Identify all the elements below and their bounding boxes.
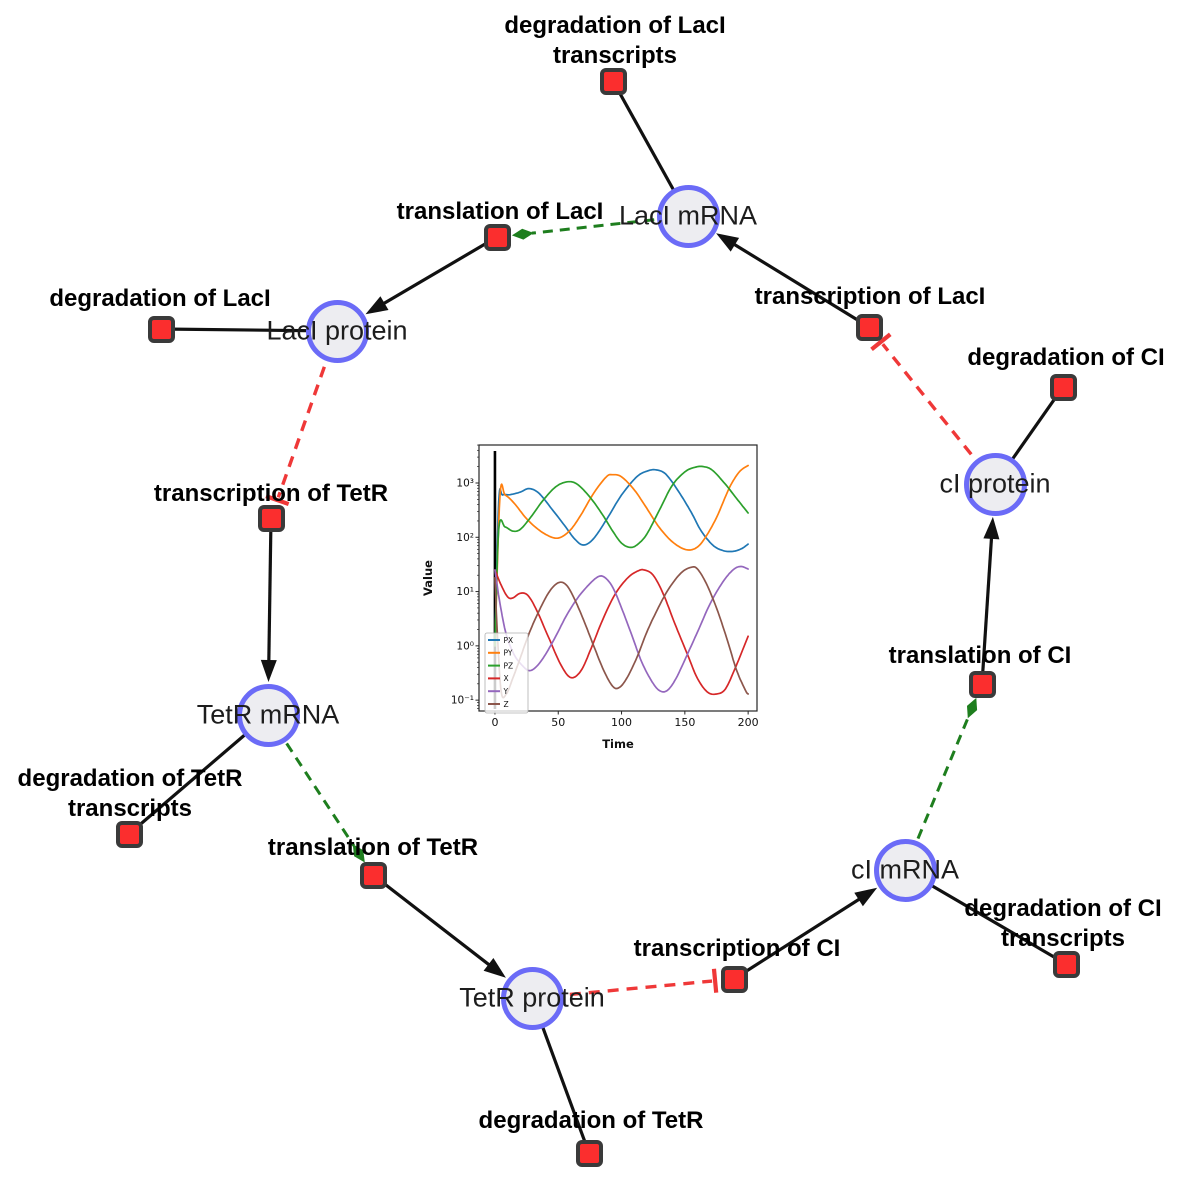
reaction-node-deg-laci-transcripts[interactable] — [599, 67, 627, 95]
legend-label-PX: PX — [504, 636, 514, 645]
arrowhead-icon — [854, 887, 878, 907]
edge-production-translation-laci-to-laci-protein — [365, 235, 498, 315]
species-node-laci-protein[interactable] — [305, 299, 369, 363]
reaction-node-transcription-tetr[interactable] — [257, 504, 285, 532]
diamond-arrowhead-icon — [352, 844, 365, 863]
legend-label-PZ: PZ — [504, 661, 514, 670]
species-node-tetr-protein[interactable] — [500, 966, 564, 1030]
arrowhead-icon — [483, 958, 506, 978]
reaction-node-transcription-laci[interactable] — [855, 313, 883, 341]
arrowhead-icon — [716, 233, 740, 252]
edge-production-translation-tetr-to-tetr-protein — [372, 873, 506, 978]
y-tick-label: 10³ — [456, 478, 474, 490]
x-axis-label: Time — [602, 737, 634, 751]
edge-modifier-ci-mrna-to-translation-ci — [903, 697, 978, 871]
reaction-node-deg-tetr[interactable] — [575, 1139, 603, 1167]
diamond-arrowhead-icon — [511, 228, 534, 240]
species-node-ci-protein[interactable] — [963, 452, 1027, 516]
arrowhead-icon — [260, 659, 277, 682]
edge-inhibition-tetr-protein-to-transcription-ci — [531, 968, 719, 1000]
reaction-node-translation-laci[interactable] — [483, 223, 511, 251]
series-line-PX — [494, 468, 749, 647]
reaction-node-deg-ci[interactable] — [1049, 373, 1077, 401]
series-line-X — [494, 568, 749, 696]
legend-label-Z: Z — [504, 700, 509, 709]
reaction-node-transcription-ci[interactable] — [720, 965, 748, 993]
reaction-node-translation-tetr[interactable] — [359, 861, 387, 889]
inset-timeseries-chart: 10⁻¹ 10⁰ 10¹ 10² 10³ 0 50 100 150 200 Time Value PX P… — [418, 426, 778, 771]
y-axis-label: Value — [421, 560, 435, 596]
edge-production-transcription-laci-to-laci-mrna — [716, 233, 870, 329]
edge-production-translation-ci-to-ci-protein — [980, 516, 1000, 685]
arrowhead-icon — [365, 296, 389, 315]
series-line-Z — [494, 565, 749, 699]
y-tick-label: 10¹ — [456, 586, 474, 598]
x-tick-label: 200 — [738, 716, 759, 729]
y-tick-label: 10² — [456, 532, 474, 544]
inhibition-tbar-icon — [870, 332, 892, 351]
diamond-arrowhead-icon — [967, 697, 978, 719]
legend-label-X: X — [504, 674, 509, 683]
edge-production-transcription-tetr-to-tetr-mrna — [260, 517, 277, 682]
inhibition-tbar-icon — [265, 494, 290, 507]
inhibition-tbar-icon — [711, 968, 719, 993]
reaction-node-deg-tetr-transcripts[interactable] — [115, 820, 143, 848]
species-node-tetr-mrna[interactable] — [236, 683, 300, 747]
species-node-ci-mrna[interactable] — [873, 838, 937, 902]
chart-frame — [478, 444, 758, 712]
reaction-node-deg-laci[interactable] — [147, 315, 175, 343]
x-tick-label: 100 — [611, 716, 632, 729]
legend-label-Y: Y — [503, 687, 509, 696]
species-node-laci-mrna[interactable] — [656, 184, 720, 248]
series-line-PY — [494, 464, 749, 647]
y-tick-label: 10⁰ — [456, 640, 474, 652]
reaction-node-deg-ci-transcripts[interactable] — [1052, 950, 1080, 978]
x-tick-label: 150 — [674, 716, 695, 729]
series-line-PZ — [494, 465, 749, 647]
legend-label-PY: PY — [504, 649, 513, 658]
y-tick-label: 10⁻¹ — [451, 695, 474, 707]
x-tick-label: 50 — [551, 716, 565, 729]
arrowhead-icon — [983, 516, 1000, 540]
x-tick-label: 0 — [491, 716, 498, 729]
reaction-node-translation-ci[interactable] — [968, 670, 996, 698]
edge-production-transcription-ci-to-ci-mrna — [733, 887, 878, 981]
